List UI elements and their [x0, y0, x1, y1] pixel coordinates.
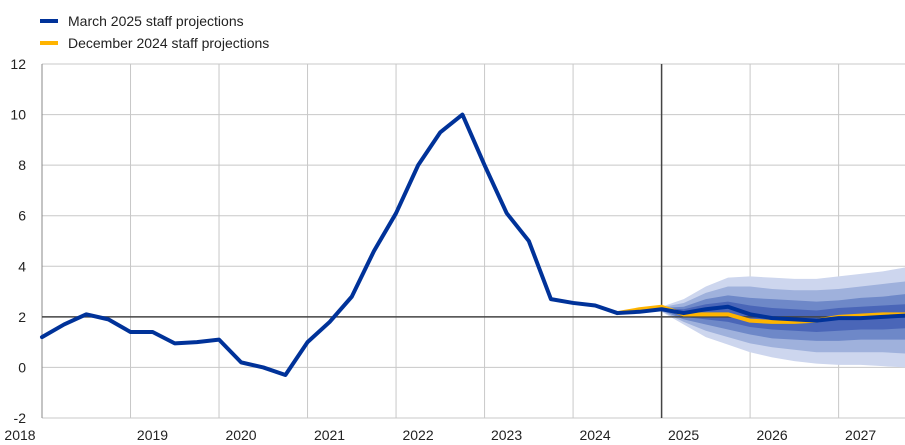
uncertainty-bands — [661, 267, 905, 368]
legend: March 2025 staff projections December 20… — [40, 10, 269, 54]
legend-swatch-march-2025 — [40, 19, 58, 23]
y-tick-labels: -2 0 2 4 6 8 10 12 — [10, 56, 26, 426]
y-tick-label: -2 — [14, 410, 27, 426]
legend-item-march-2025: March 2025 staff projections — [40, 10, 269, 32]
x-tick-label: 2027 — [845, 427, 876, 443]
x-tick-label: 2026 — [757, 427, 788, 443]
y-tick-label: 8 — [18, 157, 26, 173]
y-tick-label: 2 — [18, 309, 26, 325]
x-tick-label: 2022 — [402, 427, 433, 443]
series-line-0 — [40, 112, 905, 378]
x-tick-label: 2024 — [579, 427, 610, 443]
x-tick-label: 2019 — [137, 427, 168, 443]
y-tick-label: 6 — [18, 208, 26, 224]
x-tick-labels: 2018 2019 2020 2021 2022 2023 2024 2025 2026 2027 — [4, 427, 876, 443]
series-lines — [40, 112, 905, 378]
x-tick-label: 2018 — [4, 427, 35, 443]
x-tick-label: 2025 — [668, 427, 699, 443]
reference-lines — [42, 64, 905, 418]
legend-label-march-2025: March 2025 staff projections — [68, 13, 244, 29]
x-tick-label: 2020 — [225, 427, 256, 443]
x-tick-label: 2021 — [314, 427, 345, 443]
y-tick-label: 0 — [18, 359, 26, 375]
legend-swatch-december-2024 — [40, 41, 58, 45]
grid-lines — [41, 63, 905, 419]
y-tick-label: 4 — [18, 258, 26, 274]
x-tick-label: 2023 — [491, 427, 522, 443]
y-tick-label: 12 — [10, 56, 26, 72]
legend-label-december-2024: December 2024 staff projections — [68, 35, 270, 51]
legend-item-december-2024: December 2024 staff projections — [40, 32, 269, 54]
y-tick-label: 10 — [10, 107, 26, 123]
